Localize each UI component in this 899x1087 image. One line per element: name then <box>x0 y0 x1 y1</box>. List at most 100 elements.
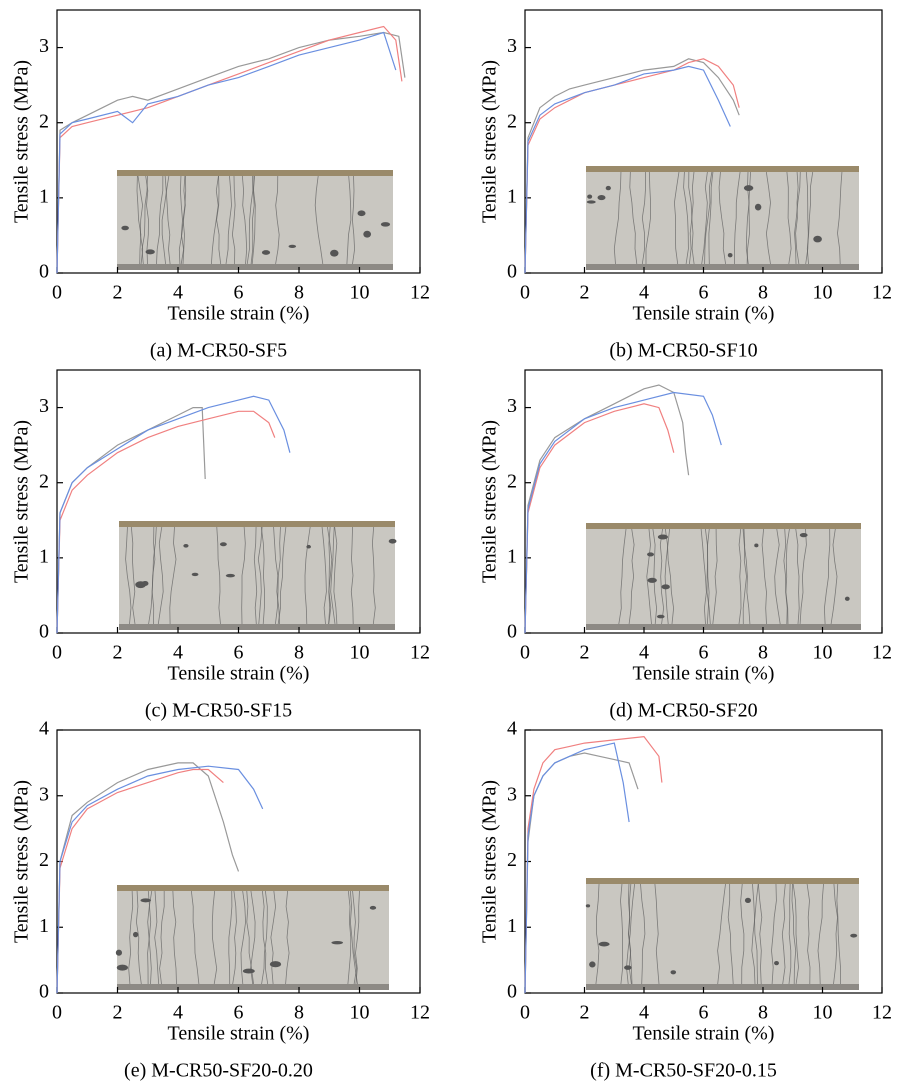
crack <box>781 883 786 985</box>
crack <box>717 883 726 985</box>
x-tick-label: 0 <box>52 1002 62 1024</box>
crack <box>351 175 356 265</box>
x-tick-label: 4 <box>639 642 649 664</box>
crack <box>794 171 801 265</box>
crack <box>761 528 767 625</box>
pore <box>388 538 397 544</box>
crack <box>154 890 160 985</box>
x-tick-label: 6 <box>234 642 244 664</box>
crack <box>706 528 711 625</box>
crack <box>664 528 670 625</box>
crack <box>795 171 800 265</box>
x-tick-label: 4 <box>173 282 183 304</box>
crack <box>277 526 287 625</box>
crack <box>704 171 713 265</box>
photo-body <box>119 521 395 630</box>
pore <box>657 534 668 540</box>
stress-strain-curve <box>524 403 675 634</box>
crack <box>190 890 200 985</box>
crack <box>618 528 627 625</box>
panel-caption: (c) M-CR50-SF15 <box>145 700 292 722</box>
specimen-photo <box>586 523 861 630</box>
x-tick-label: 8 <box>294 282 304 304</box>
photo-edge-top <box>117 885 389 891</box>
pore <box>306 544 311 549</box>
x-tick-label: 6 <box>234 1002 244 1024</box>
y-tick-label: 0 <box>39 981 49 1003</box>
crack <box>837 171 843 265</box>
y-tick-label: 0 <box>507 621 517 643</box>
specimen-photo <box>119 521 397 630</box>
crack <box>273 526 280 625</box>
pore <box>647 552 655 557</box>
pore <box>598 941 610 947</box>
y-tick-label: 1 <box>39 915 49 937</box>
y-tick-label: 3 <box>507 783 517 805</box>
crack <box>645 171 652 264</box>
y-tick-label: 1 <box>507 915 517 937</box>
pore <box>670 970 677 975</box>
photo-edge-top <box>586 523 861 529</box>
y-tick-label: 4 <box>507 718 517 740</box>
x-tick-label: 0 <box>52 282 62 304</box>
specimen-photo <box>117 170 393 270</box>
photo-edge-bottom <box>586 624 861 630</box>
pore <box>135 581 147 589</box>
crack <box>805 171 809 265</box>
panel-caption: (f) M-CR50-SF20-0.15 <box>590 1060 777 1082</box>
pore <box>743 185 754 191</box>
x-tick-label: 0 <box>520 1002 530 1024</box>
panel-caption: (e) M-CR50-SF20-0.20 <box>124 1060 313 1082</box>
crack <box>211 890 218 985</box>
crack <box>148 526 156 625</box>
crack <box>752 883 758 985</box>
crack <box>157 526 164 625</box>
crack <box>328 526 332 625</box>
photo-body <box>586 166 859 270</box>
crack <box>172 890 177 985</box>
crack <box>595 883 600 985</box>
x-axis-label: Tensile strain (%) <box>633 663 775 685</box>
pore <box>586 200 596 204</box>
pore <box>744 897 751 904</box>
pore <box>357 210 366 217</box>
x-tick-label: 2 <box>113 1002 123 1024</box>
pore <box>219 542 227 547</box>
x-tick-label: 12 <box>410 642 430 664</box>
crack <box>629 171 638 265</box>
pore <box>587 194 593 199</box>
panel-caption: (a) M-CR50-SF5 <box>150 340 287 362</box>
x-tick-label: 0 <box>52 642 62 664</box>
y-tick-label: 2 <box>39 110 49 132</box>
y-axis-label: Tensile stress (MPa) <box>479 60 501 223</box>
x-tick-label: 2 <box>580 1002 590 1024</box>
stress-strain-curve <box>524 384 690 634</box>
crack <box>321 526 327 625</box>
crack <box>712 528 718 625</box>
y-tick-label: 0 <box>507 261 517 283</box>
pore <box>145 249 155 255</box>
pore <box>813 235 822 243</box>
crack <box>718 171 726 265</box>
crack <box>136 175 142 265</box>
crack <box>673 171 680 265</box>
crack <box>833 883 838 985</box>
crack <box>333 526 338 625</box>
pore <box>624 965 632 970</box>
x-tick-label: 8 <box>758 1002 768 1024</box>
x-tick-label: 2 <box>113 282 123 304</box>
x-tick-label: 12 <box>872 282 892 304</box>
x-tick-label: 0 <box>520 642 530 664</box>
x-tick-label: 10 <box>813 1002 833 1024</box>
x-tick-label: 2 <box>580 282 590 304</box>
crack <box>742 528 747 625</box>
crack <box>240 890 247 985</box>
x-tick-label: 6 <box>699 282 709 304</box>
x-tick-label: 0 <box>520 282 530 304</box>
pore <box>288 244 297 249</box>
x-tick-label: 2 <box>580 642 590 664</box>
crack <box>130 526 136 625</box>
pore <box>132 931 139 938</box>
x-tick-label: 8 <box>758 642 768 664</box>
